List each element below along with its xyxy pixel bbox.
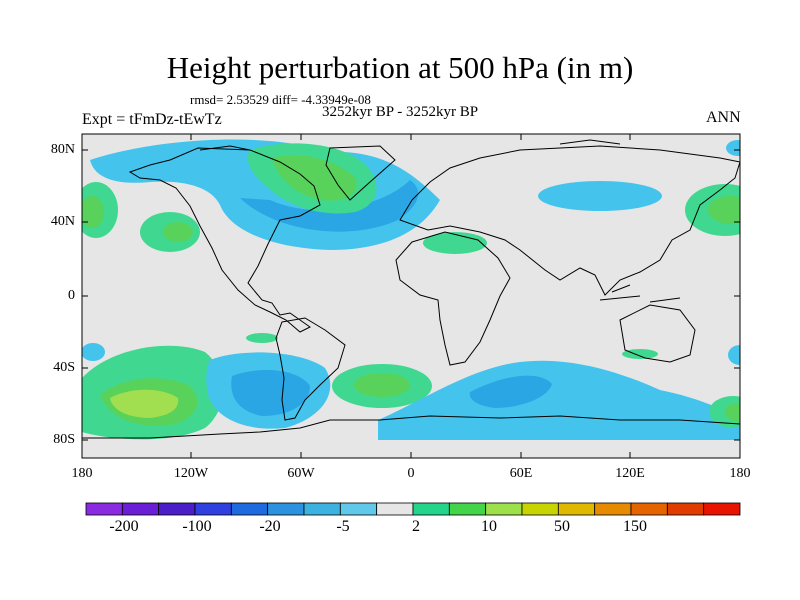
colorbar-swatch: [666, 502, 705, 516]
anomaly-region: [354, 373, 410, 397]
coastlines: [82, 139, 740, 439]
anomaly-region: [231, 370, 310, 416]
colorbar-swatch: [630, 502, 668, 516]
lon-label-180e: 180: [729, 466, 751, 481]
lon-label-60w: 60W: [287, 466, 315, 481]
colorbar-swatch: [376, 502, 414, 516]
lon-label-180w: 180: [71, 466, 93, 481]
colorbar-label: -20: [259, 518, 281, 535]
colorbar-swatch: [521, 502, 559, 516]
anomaly-region: [82, 196, 104, 228]
anomaly-region: [469, 375, 552, 408]
colorbar-swatch: [557, 502, 596, 516]
anomaly-region: [110, 389, 179, 418]
colorbar-swatch: [485, 502, 523, 516]
colorbar-label: -200: [109, 518, 139, 535]
colorbar-swatch: [339, 502, 378, 516]
coastline-eurasia: [399, 145, 740, 296]
lat-label-0: 0: [68, 288, 75, 303]
colorbar-swatch: [121, 502, 160, 516]
anomaly-region: [622, 349, 658, 359]
lat-label-40s: 40S: [53, 360, 75, 375]
colorbar-label: -5: [336, 518, 350, 535]
colorbar-swatch: [267, 502, 305, 516]
anomaly-region: [163, 222, 193, 242]
colorbar-swatch: [85, 502, 123, 516]
colorbar-swatch: [230, 502, 269, 516]
colorbar-label: -100: [182, 518, 212, 535]
colorbar-label: 10: [481, 518, 497, 535]
colorbar-swatch: [412, 502, 450, 516]
lat-label-80s: 80S: [53, 432, 75, 447]
colorbar-swatch: [158, 502, 196, 516]
experiment-label: Expt = tFmDz-tEwTz: [82, 111, 222, 128]
colorbar-swatch: [594, 502, 632, 516]
anomaly-region: [725, 403, 740, 421]
coastline-africa: [395, 231, 511, 366]
colorbar-label: 2: [412, 518, 420, 535]
coastline-greenland: [325, 145, 396, 201]
map-ticks: [82, 134, 740, 458]
anomaly-region: [538, 181, 662, 211]
anomaly-region: [728, 345, 740, 365]
anomaly-region: [708, 196, 740, 224]
colorbar-swatch: [448, 502, 487, 516]
anomaly-region: [272, 155, 357, 201]
period-subtitle: 3252kyr BP - 3252kyr BP: [322, 104, 479, 120]
coastline-islands: [599, 284, 681, 303]
lat-label-40n: 40N: [50, 214, 75, 229]
colorbar-swatch: [303, 502, 341, 516]
coastline-north-america: [128, 147, 321, 333]
season-label: ANN: [706, 109, 741, 126]
rmsd-diff-stats: rmsd= 2.53529 diff= -4.33949e-08: [190, 92, 371, 107]
colorbar-swatch: [194, 502, 232, 516]
anomaly-region: [423, 232, 487, 254]
coastline-antarctica: [82, 415, 740, 439]
colorbar-swatch: [703, 502, 741, 516]
colorbar-label: 50: [554, 518, 570, 535]
lon-label-60e: 60E: [509, 466, 533, 481]
colorbar: [85, 502, 741, 516]
lon-label-120w: 120W: [173, 466, 209, 481]
coastline-australia: [619, 304, 696, 363]
lat-label-80n: 80N: [50, 142, 75, 157]
colorbar-label: 150: [623, 518, 647, 535]
anomaly-region: [726, 140, 740, 156]
map-panel: [82, 134, 740, 458]
coastline-south-america: [275, 317, 346, 421]
lon-label-0: 0: [407, 466, 415, 481]
anomaly-region: [82, 343, 105, 361]
coastline-arctic: [199, 139, 621, 151]
anomaly-region: [246, 333, 278, 343]
chart-title: Height perturbation at 500 hPa (in m): [166, 50, 634, 85]
lon-label-120e: 120E: [615, 466, 645, 481]
